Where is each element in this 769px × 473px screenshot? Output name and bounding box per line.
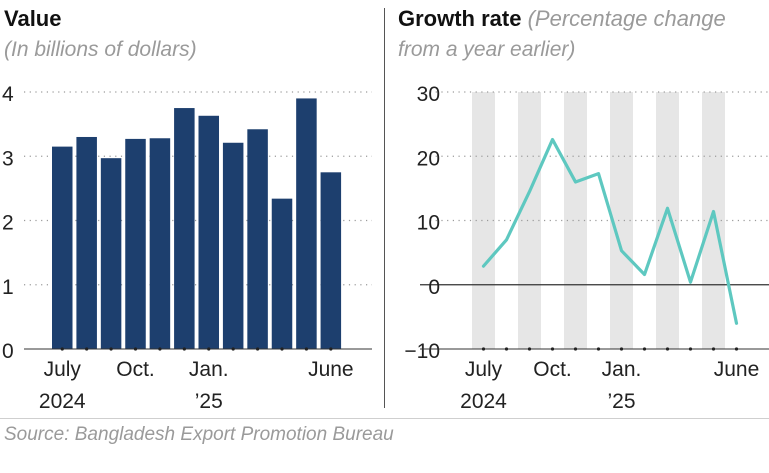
bar [198, 115, 220, 350]
x-tick-mark [711, 347, 716, 351]
x-tick-mark [255, 347, 260, 351]
y-tick-label: 20 [417, 147, 440, 170]
x-tick-label: Oct. [533, 358, 572, 381]
bar [247, 129, 268, 349]
x-tick-mark [481, 347, 486, 351]
x-tick-mark [329, 347, 333, 351]
y-tick-label: 2 [2, 212, 14, 235]
x-tick-mark [573, 347, 578, 351]
y-tick-label: 0 [428, 276, 440, 299]
x-tick-mark [596, 347, 601, 351]
x-tick-mark [550, 347, 555, 351]
x-tick-mark [304, 347, 309, 351]
bar [174, 108, 195, 349]
x-tick-mark [280, 347, 284, 351]
bar [296, 98, 317, 349]
y-tick-label: 4 [2, 83, 14, 106]
y-tick-label: 1 [2, 276, 14, 299]
bar [125, 138, 146, 349]
x-tick-mark [527, 347, 532, 351]
x-tick-label: Oct. [116, 358, 155, 381]
right-chart-subtitle-line1: (Percentage change [527, 6, 726, 31]
y-tick-label: 30 [417, 83, 440, 106]
x-tick-mark [231, 347, 235, 351]
month-shade-band [472, 92, 495, 349]
x-tick-label: Jan. [189, 358, 229, 381]
source-rule [0, 418, 769, 419]
x-tick-label: Jan. [602, 358, 642, 381]
x-tick-mark [207, 347, 211, 351]
y-tick-label: 0 [2, 340, 14, 363]
x-tick-mark [158, 347, 162, 351]
growth-line [481, 137, 739, 325]
source-note: Source: Bangladesh Export Promotion Bure… [4, 424, 394, 445]
x-tick-mark [665, 347, 670, 351]
bar [52, 146, 73, 349]
line-chart: −10 0 10 20 30 July 2024 Oct. Jan. ’25 June [404, 83, 769, 413]
x-tick-label: June [308, 358, 354, 381]
charts-canvas: 0 1 2 3 4 July 2024 Oct. Jan. ’25 June −10 0 10 20 30 J… [2, 83, 769, 413]
x-tick-label-year: ’25 [195, 390, 223, 413]
x-tick-mark [642, 347, 647, 351]
panel-divider [384, 8, 385, 408]
bar [149, 138, 171, 349]
x-tick-mark [734, 347, 739, 351]
x-tick-mark [688, 347, 693, 351]
bar [100, 158, 122, 349]
x-tick-label: July [44, 358, 82, 381]
left-chart-title: Value [4, 6, 62, 31]
bar [271, 198, 293, 349]
x-tick-mark [504, 347, 509, 351]
bar-chart: 0 1 2 3 4 July 2024 Oct. Jan. ’25 June [2, 83, 372, 413]
x-tick-mark [85, 347, 89, 351]
y-tick-label: 10 [417, 212, 440, 235]
x-tick-mark [133, 347, 138, 351]
x-tick-mark [60, 347, 64, 351]
bar [320, 172, 342, 349]
x-tick-mark [109, 347, 113, 351]
right-chart-title-row: Growth rate (Percentage change [398, 6, 726, 32]
y-tick-label: −10 [404, 340, 440, 363]
x-tick-label-year: ’25 [607, 390, 635, 413]
x-tick-label: June [714, 358, 760, 381]
x-tick-label-year: 2024 [39, 390, 86, 413]
x-tick-mark [182, 347, 186, 351]
right-chart-title: Growth rate [398, 6, 522, 31]
y-tick-label: 3 [2, 147, 14, 170]
right-chart-subtitle-line2: from a year earlier) [398, 38, 576, 61]
bar [76, 136, 97, 349]
x-tick-label: July [465, 358, 503, 381]
x-tick-label-year: 2024 [460, 390, 507, 413]
bar [222, 142, 244, 349]
x-tick-mark [619, 347, 624, 351]
left-chart-subtitle: (In billions of dollars) [4, 38, 197, 61]
